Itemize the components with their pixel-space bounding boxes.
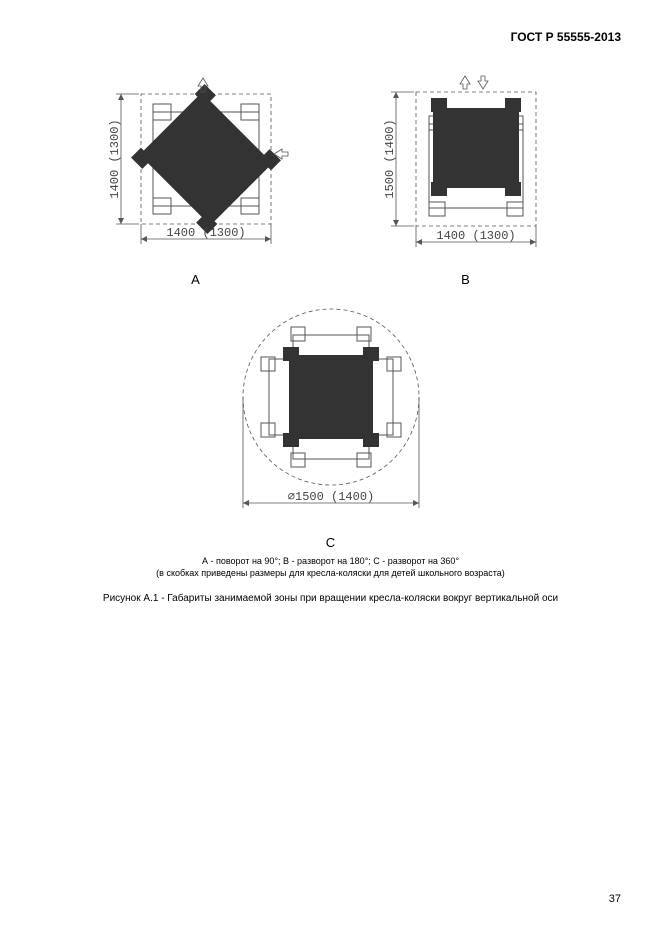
figures-row-ab: 1400 (1300) 1400 (1300) А xyxy=(40,64,621,287)
figures-row-c: ⌀1500 (1400) С xyxy=(40,297,621,550)
figure-b-svg: 1400 (1300) 1500 (1400) xyxy=(361,64,571,264)
figure-b-label: В xyxy=(461,272,470,287)
arrow-up-icon xyxy=(460,76,470,89)
figure-c-chair-dark xyxy=(283,347,379,447)
figure-b-block: 1400 (1300) 1500 (1400) В xyxy=(361,64,571,287)
figure-b-dim-v: 1500 (1400) xyxy=(383,119,397,198)
figure-a-dim-h: 1400 (1300) xyxy=(166,226,245,240)
figure-a-svg: 1400 (1300) 1400 (1300) xyxy=(91,64,301,264)
figure-a-dim-v: 1400 (1300) xyxy=(108,119,122,198)
figure-b-dim-h: 1400 (1300) xyxy=(436,229,515,243)
page-number: 37 xyxy=(609,893,621,905)
page: ГОСТ Р 55555-2013 xyxy=(0,0,661,935)
figure-caption: Рисунок А.1 - Габариты занимаемой зоны п… xyxy=(40,593,621,604)
figure-c-block: ⌀1500 (1400) С xyxy=(211,297,451,550)
figure-b-chair-dark xyxy=(431,98,521,196)
legend-line1: А - поворот на 90°; В - разворот на 180°… xyxy=(40,556,621,568)
figure-c-svg: ⌀1500 (1400) xyxy=(211,297,451,527)
standard-code: ГОСТ Р 55555-2013 xyxy=(40,30,621,44)
figure-a-chair-rotated xyxy=(131,84,281,234)
legend-block: А - поворот на 90°; В - разворот на 180°… xyxy=(40,556,621,579)
figure-a-block: 1400 (1300) 1400 (1300) А xyxy=(91,64,301,287)
legend-line2: (в скобках приведены размеры для кресла-… xyxy=(40,568,621,580)
arrow-down-icon xyxy=(478,76,488,89)
figure-a-label: А xyxy=(191,272,200,287)
figure-c-label: С xyxy=(326,535,335,550)
figure-c-dim: ⌀1500 (1400) xyxy=(287,490,373,504)
